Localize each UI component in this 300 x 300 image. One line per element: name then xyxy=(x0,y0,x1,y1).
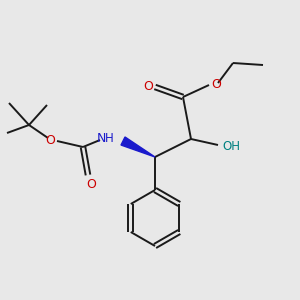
Text: O: O xyxy=(45,134,55,146)
Text: O: O xyxy=(211,79,221,92)
Polygon shape xyxy=(121,137,155,157)
Text: O: O xyxy=(143,80,153,92)
Text: OH: OH xyxy=(222,140,240,152)
Text: N: N xyxy=(96,133,106,146)
Text: O: O xyxy=(86,178,96,190)
Text: H: H xyxy=(105,133,113,146)
